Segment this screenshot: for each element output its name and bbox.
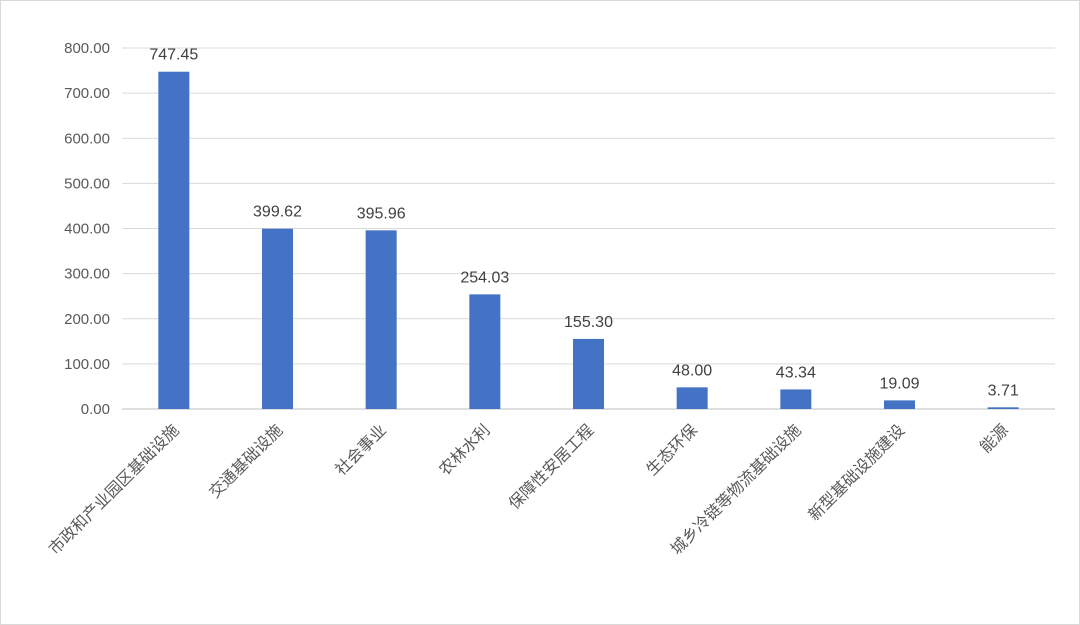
bar (884, 400, 915, 409)
x-axis: 市政和产业园区基础设施 交通基础设施 社会事业 农林水利 保障性安居工程 生态环保城乡冷链… (45, 420, 1012, 558)
data-label: 155.30 (564, 314, 613, 331)
bar (987, 407, 1019, 409)
data-label: 399.62 (253, 204, 302, 221)
category-label: 生态环保 (642, 420, 701, 479)
category-label: 农林水利 (435, 420, 494, 479)
bar (573, 338, 604, 409)
data-label: 395.96 (357, 205, 406, 222)
category-label: 社会事业 (331, 420, 390, 479)
y-tick-label: 500.00 (64, 175, 110, 192)
bar (676, 387, 708, 409)
category-label: 保障性安居工程 (505, 420, 598, 513)
data-label: 43.34 (776, 364, 816, 381)
y-tick-label: 600.00 (64, 130, 110, 147)
bars (158, 71, 1019, 409)
bar (469, 294, 501, 409)
bar (262, 228, 293, 409)
y-tick-label: 800.00 (64, 40, 110, 57)
bar (780, 389, 812, 409)
y-tick-label: 700.00 (64, 85, 110, 102)
y-tick-label: 400.00 (64, 221, 110, 238)
data-label: 747.45 (149, 47, 198, 64)
data-label: 3.71 (988, 382, 1019, 399)
data-label: 48.00 (672, 362, 712, 379)
category-label: 新型基础设施建设 (804, 420, 908, 524)
category-label: 市政和产业园区基础设施 (45, 420, 183, 558)
bar (365, 230, 397, 409)
category-label: 能源 (976, 420, 1012, 456)
y-axis: 0.00 100.00 200.00 300.00 400.00 500.00 600.00… (64, 40, 110, 418)
y-tick-label: 0.00 (81, 401, 110, 418)
y-tick-label: 300.00 (64, 266, 110, 283)
y-tick-label: 200.00 (64, 311, 110, 328)
data-labels: 747.45 399.62 395.96 254.03 155.30 48.00 43.34… (149, 47, 1018, 400)
data-label: 254.03 (460, 269, 509, 286)
data-label: 19.09 (879, 375, 919, 392)
y-tick-label: 100.00 (64, 356, 110, 373)
bar (158, 71, 190, 409)
category-label: 交通基础设施 (205, 420, 286, 501)
